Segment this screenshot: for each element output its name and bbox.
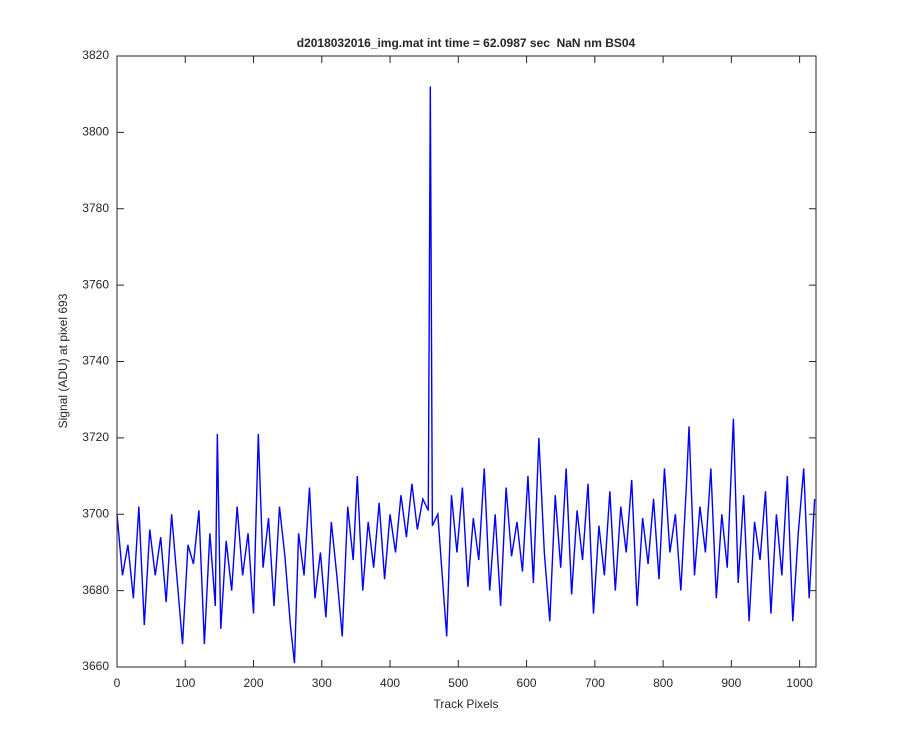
x-tick-label: 1000 <box>786 676 813 690</box>
y-tick-label: 3700 <box>82 506 109 520</box>
y-axis-label: Signal (ADU) at pixel 693 <box>56 293 70 428</box>
data-line <box>116 86 816 664</box>
x-tick-label: 600 <box>517 676 537 690</box>
x-tick-label: 400 <box>380 676 400 690</box>
y-tick-label: 3720 <box>82 430 109 444</box>
x-tick-label: 500 <box>448 676 468 690</box>
x-tick-label: 0 <box>114 676 121 690</box>
x-tick-label: 800 <box>653 676 673 690</box>
x-tick-label: 100 <box>175 676 195 690</box>
y-tick-label: 3820 <box>82 48 109 62</box>
y-tick-label: 3740 <box>82 354 109 368</box>
x-tick-label: 700 <box>585 676 605 690</box>
x-tick-label: 200 <box>244 676 264 690</box>
y-tick-label: 3780 <box>82 201 109 215</box>
y-tick-label: 3680 <box>82 583 109 597</box>
chart-title: d2018032016_img.mat int time = 62.0987 s… <box>297 36 636 50</box>
x-tick-label: 300 <box>312 676 332 690</box>
y-tick-label: 3800 <box>82 125 109 139</box>
y-tick-label: 3660 <box>82 659 109 673</box>
x-tick-label: 900 <box>721 676 741 690</box>
x-axis-label: Track Pixels <box>434 697 499 711</box>
y-tick-label: 3760 <box>82 277 109 291</box>
